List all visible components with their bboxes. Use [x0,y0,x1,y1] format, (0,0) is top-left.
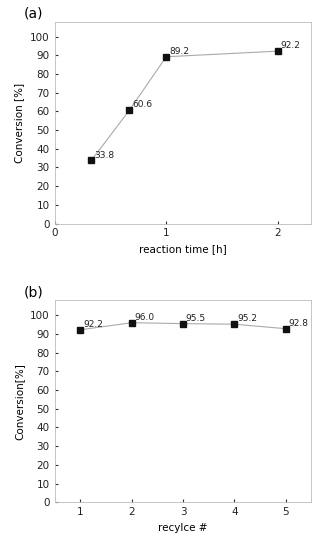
Text: 95.2: 95.2 [237,314,257,323]
Text: 33.8: 33.8 [94,151,114,159]
X-axis label: recylce #: recylce # [158,523,208,532]
Text: 96.0: 96.0 [134,313,154,322]
Y-axis label: Conversion [%]: Conversion [%] [14,83,24,163]
Text: 60.6: 60.6 [132,100,152,110]
Text: 92.2: 92.2 [83,320,103,329]
Text: (b): (b) [24,285,44,299]
Text: 95.5: 95.5 [186,314,206,323]
Text: 92.2: 92.2 [281,42,300,50]
X-axis label: reaction time [h]: reaction time [h] [139,244,227,254]
Text: 89.2: 89.2 [169,47,189,56]
Text: (a): (a) [24,6,43,21]
Y-axis label: Conversion[%]: Conversion[%] [14,363,24,440]
Text: 92.8: 92.8 [289,319,308,328]
